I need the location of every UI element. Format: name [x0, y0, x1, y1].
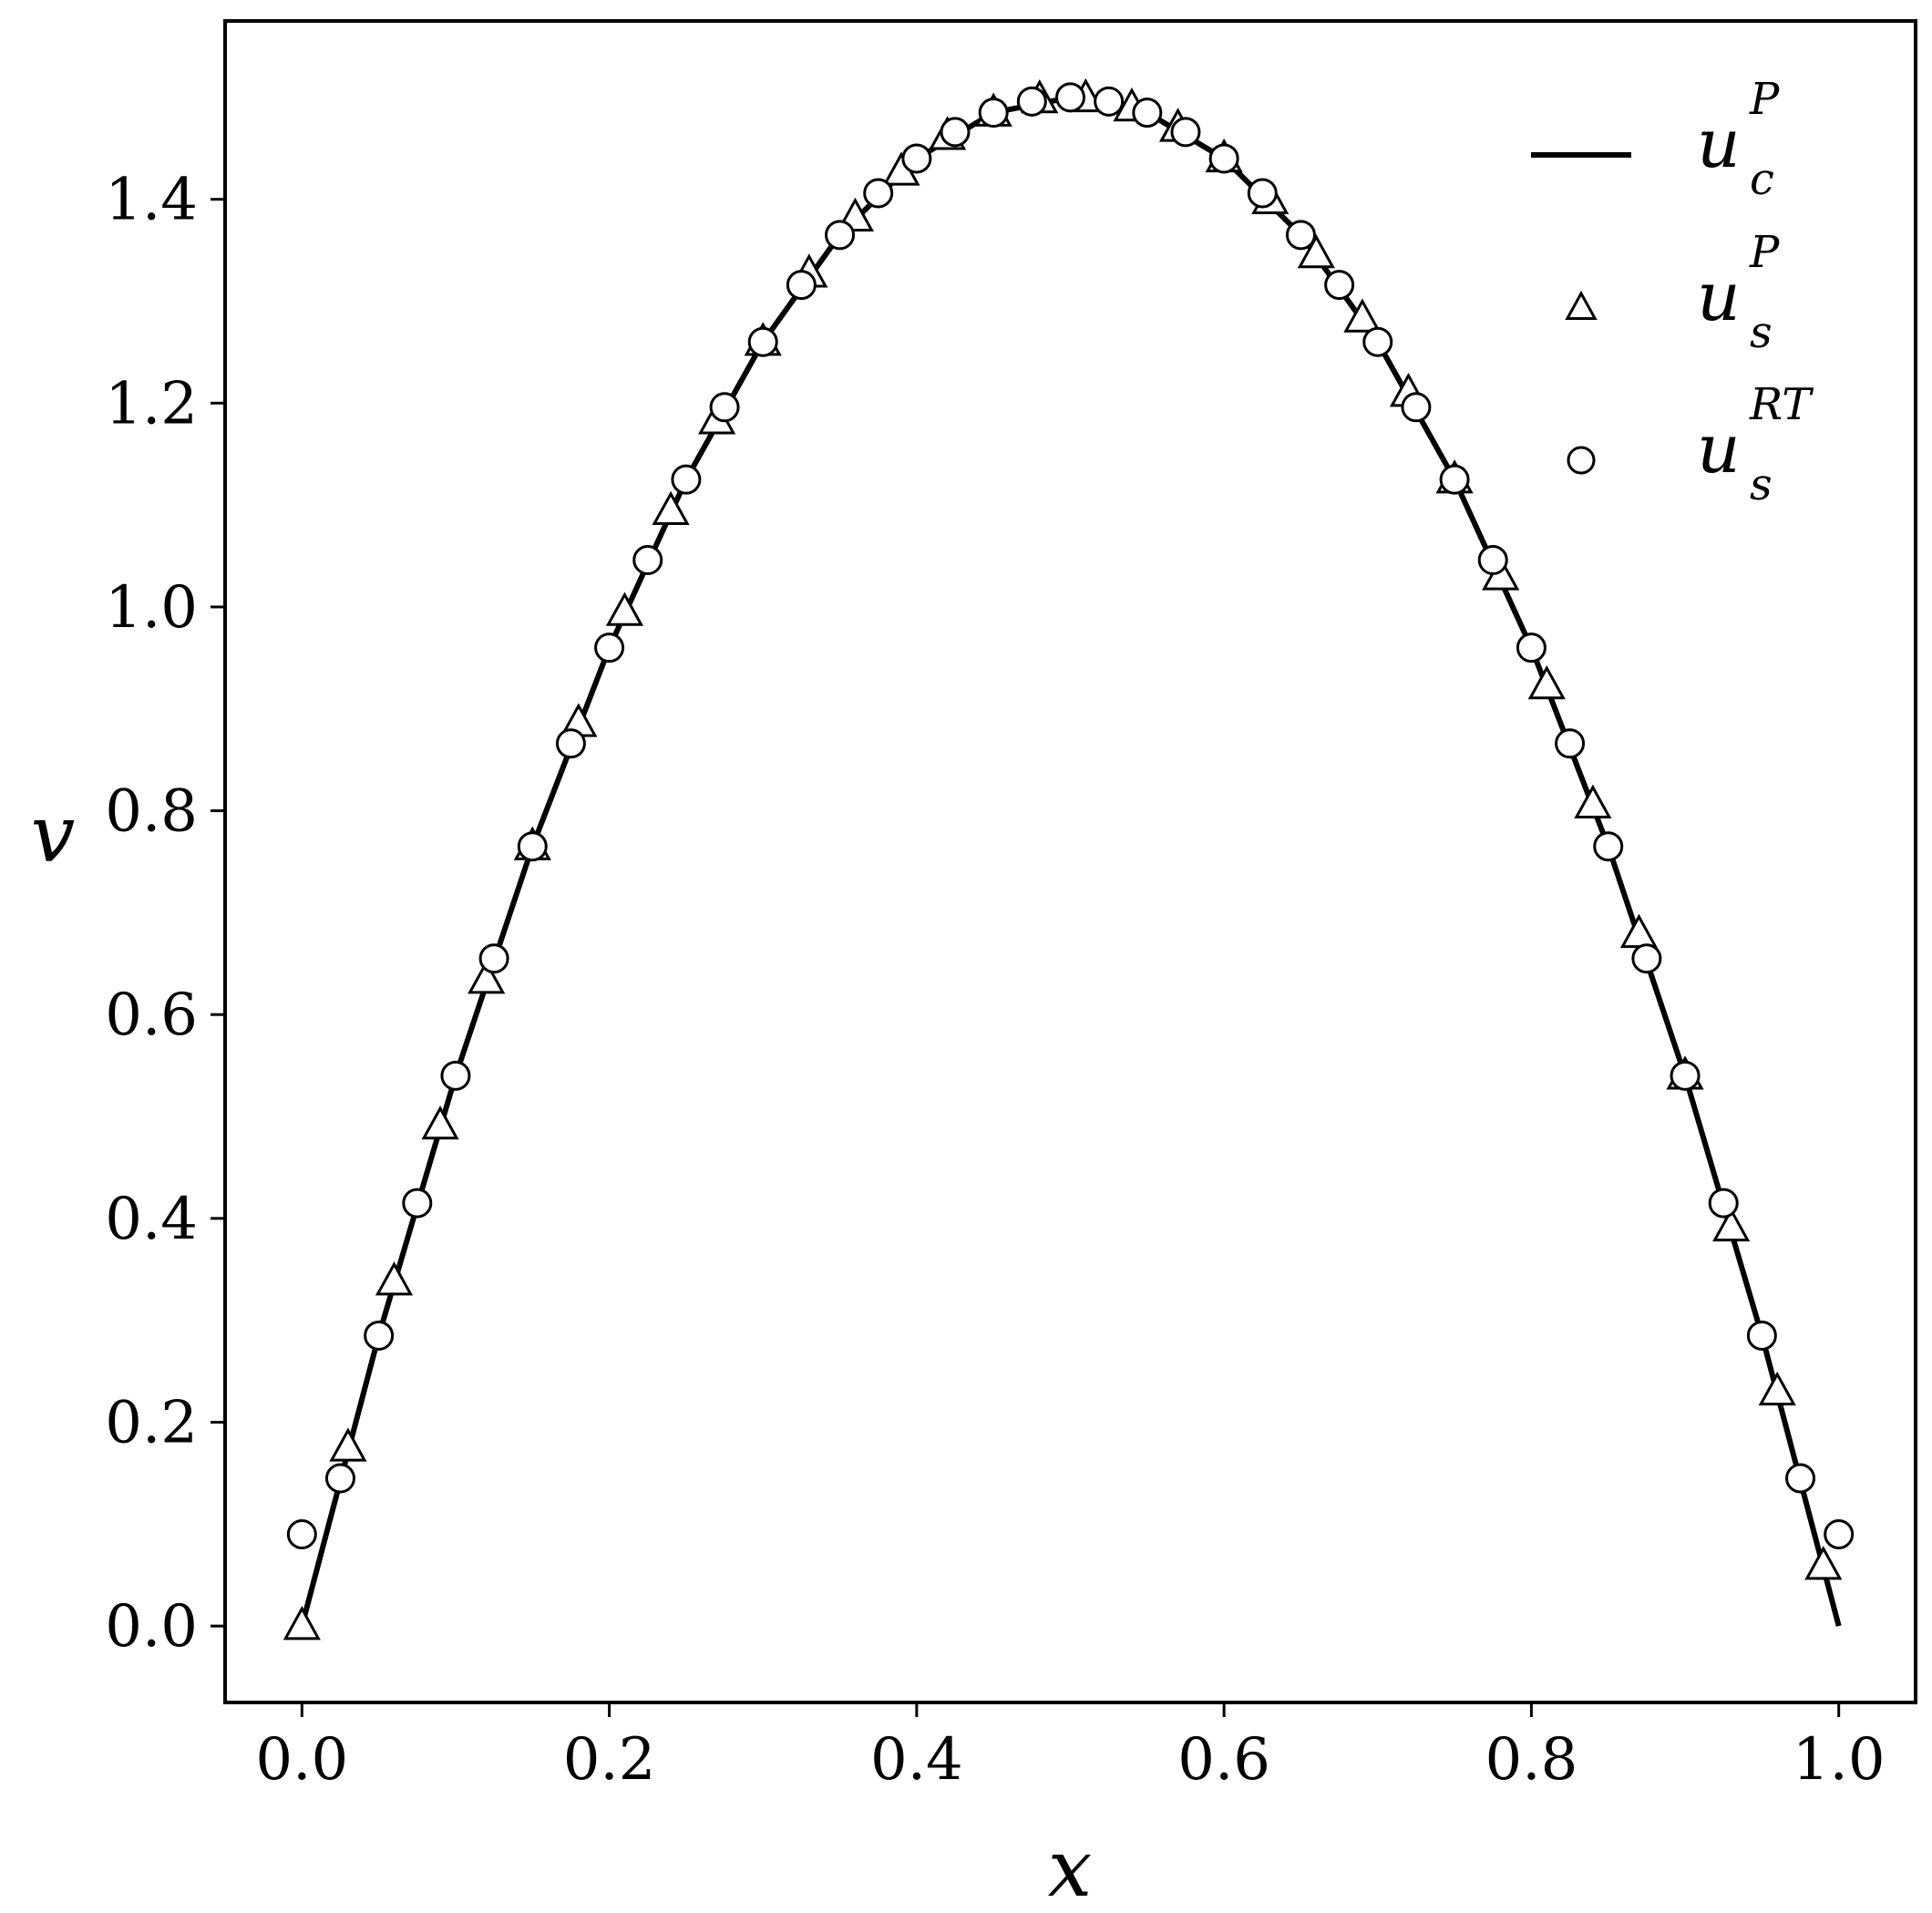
circle-marker	[1555, 728, 1586, 759]
x-tick-label: 0.8	[1485, 1726, 1578, 1794]
triangle-marker	[329, 1427, 367, 1462]
triangle-marker	[375, 1261, 414, 1296]
legend-label-sup: P	[1749, 227, 1780, 278]
triangle-marker	[1758, 1371, 1796, 1406]
circle-marker	[1477, 545, 1508, 576]
x-axis-label: x	[1048, 1824, 1093, 1913]
triangle-marker	[1574, 784, 1612, 819]
curve-layer	[299, 94, 1842, 1627]
circle-marker	[440, 1060, 471, 1091]
triangle-marker	[1297, 233, 1335, 269]
x-tick-label: 0.4	[870, 1726, 963, 1794]
circle-marker	[1094, 86, 1125, 117]
circle-marker	[1132, 98, 1163, 129]
circle-marker	[402, 1188, 433, 1219]
circle-marker	[1362, 326, 1393, 357]
y-tick-label: 0.8	[105, 778, 198, 846]
legend-label-sub: c	[1750, 154, 1774, 205]
circle-marker	[1324, 270, 1355, 301]
y-tick-label: 0.4	[105, 1186, 198, 1253]
circle-marker	[1593, 831, 1624, 862]
circle-marker	[1208, 143, 1239, 174]
triangle-marker	[1712, 1207, 1751, 1242]
circle-marker	[786, 270, 817, 301]
triangle-marker	[605, 591, 644, 626]
legend-triangle-swatch	[1565, 290, 1598, 321]
axis-ticks: 0.0 0.2 0.4 0.6 0.8 1.0 0.0 0.2 0.4 0.6 0.8 1.0 1.2 1…	[105, 167, 1885, 1794]
circle-marker	[478, 943, 509, 974]
circle-marker	[1746, 1320, 1777, 1351]
circle-marker	[1170, 117, 1201, 148]
legend-label-base: u	[1697, 258, 1741, 336]
circle-marker	[1055, 82, 1085, 113]
circle-marker	[747, 326, 778, 357]
y-tick-label: 1.2	[105, 370, 198, 437]
circle-marker	[1401, 392, 1432, 423]
circle-marker	[1439, 464, 1470, 495]
x-tick-label: 0.6	[1177, 1726, 1270, 1794]
circle-marker	[709, 392, 740, 423]
legend-label-sub: s	[1750, 459, 1773, 510]
circle-marker	[940, 117, 971, 148]
circle-marker	[286, 1519, 317, 1549]
y-axis-label: v	[31, 789, 76, 880]
circle-marker	[594, 633, 625, 663]
y-tick-label: 1.4	[105, 167, 198, 234]
series-line	[299, 94, 1842, 1627]
circle-marker	[901, 143, 932, 174]
circle-marker	[863, 178, 894, 209]
circle-marker	[1285, 220, 1316, 251]
legend-label-sub: s	[1750, 307, 1773, 358]
circle-marker	[555, 728, 586, 759]
triangle-marker	[1619, 913, 1659, 949]
y-tick-label: 0.2	[105, 1390, 198, 1457]
circle-marker	[1016, 86, 1047, 117]
circle-marker	[1516, 633, 1547, 663]
triangle-marker	[1804, 1546, 1843, 1580]
legend: u cPu sPu sRT	[1531, 74, 1814, 510]
legend-label-sup: RT	[1749, 379, 1814, 430]
y-tick-label: 1.0	[105, 574, 198, 642]
circle-marker	[632, 545, 663, 576]
circle-marker	[1708, 1188, 1739, 1219]
triangle-marker	[1343, 298, 1382, 333]
circle-marker	[1670, 1060, 1701, 1091]
triangle-marker	[652, 490, 690, 526]
circle-marker	[1824, 1519, 1855, 1549]
legend-label-base: u	[1697, 105, 1741, 183]
plot-frame	[223, 19, 1917, 1704]
circle-marker	[324, 1463, 355, 1494]
circle-marker	[825, 220, 856, 251]
circle-marker	[1631, 943, 1662, 974]
circle-marker	[1785, 1463, 1816, 1494]
legend-label-sup: P	[1749, 74, 1780, 125]
triangle-marker	[283, 1606, 321, 1640]
legend-label-base: u	[1697, 410, 1741, 489]
circle-marker	[364, 1320, 395, 1351]
x-tick-label: 0.2	[563, 1726, 656, 1794]
circle-marker	[671, 464, 702, 495]
circle-marker	[517, 831, 548, 862]
y-tick-label: 0.6	[105, 982, 198, 1049]
x-tick-label: 1.0	[1793, 1726, 1886, 1794]
triangle-marker	[421, 1106, 459, 1140]
circle-marker	[978, 98, 1009, 129]
triangle-marker	[468, 960, 506, 994]
legend-circle-swatch	[1567, 446, 1596, 475]
triangle-marker	[1527, 664, 1566, 700]
y-tick-label: 0.0	[105, 1593, 198, 1661]
x-tick-label: 0.0	[255, 1726, 348, 1794]
marker-layer	[283, 77, 1855, 1640]
circle-marker	[1247, 178, 1278, 209]
